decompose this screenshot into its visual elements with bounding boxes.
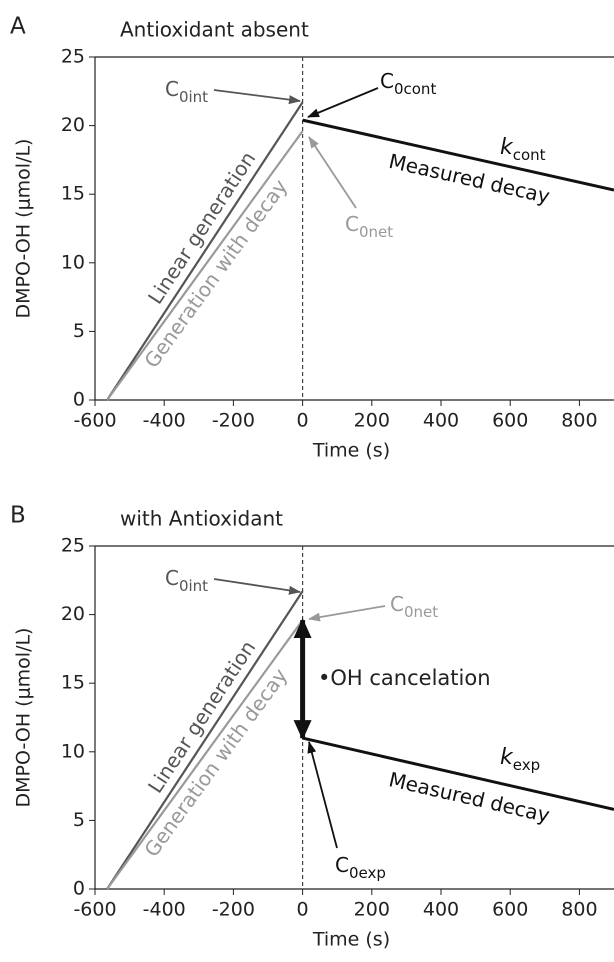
x-tick-label: 600 [492, 899, 528, 921]
x-tick-label: 0 [297, 410, 309, 432]
annotation-main: C [380, 69, 394, 93]
annotation-sub: exp [513, 756, 540, 774]
annotation-arrow [308, 136, 357, 209]
annotation-sub: 0net [404, 603, 438, 621]
y-tick-label: 10 [61, 740, 85, 762]
panel-label: A [10, 14, 26, 40]
x-tick-label: 600 [492, 410, 528, 432]
y-tick-label: 5 [73, 809, 85, 831]
annotation: C0cont [380, 69, 436, 98]
annotation-main: C [165, 77, 179, 101]
annotation: C0exp [335, 853, 386, 882]
annotation-sub: 0cont [394, 80, 436, 98]
annotation-sub: 0int [179, 577, 208, 595]
annotation-sub: 0exp [349, 864, 386, 882]
y-tick-label: 15 [61, 183, 85, 205]
series-line [106, 590, 304, 890]
y-tick-label: 20 [61, 603, 85, 625]
annotation: C0int [165, 566, 208, 595]
x-tick-label: 200 [354, 899, 390, 921]
y-tick-label: 20 [61, 114, 85, 136]
series-line [302, 736, 614, 811]
x-tick-label: -200 [212, 410, 255, 432]
x-tick-label: -600 [73, 899, 116, 921]
x-tick-label: -200 [212, 899, 255, 921]
x-tick-label: -600 [73, 410, 116, 432]
y-tick-label: 25 [61, 535, 85, 557]
y-axis-title: DMPO-OH (μmol/L) [13, 628, 35, 808]
annotation: C0int [165, 77, 208, 106]
x-tick-label: 400 [423, 899, 459, 921]
annotation-main: C [390, 592, 404, 616]
x-axis-title: Time (s) [312, 440, 390, 462]
annotation-sub: 0net [359, 223, 393, 241]
x-tick-label: 400 [423, 410, 459, 432]
annotation-arrow [307, 87, 379, 118]
annotation-main: C [345, 212, 359, 236]
x-tick-label: -400 [143, 899, 186, 921]
y-tick-label: 0 [73, 878, 85, 900]
annotation-sub: cont [513, 146, 546, 164]
annotation-arrow [308, 605, 386, 622]
annotation-arrow [213, 89, 301, 105]
annotation-arrow [307, 741, 338, 849]
panel-label: B [10, 503, 26, 529]
x-tick-label: 800 [561, 899, 597, 921]
annotation-main: C [165, 566, 179, 590]
series-line [302, 118, 614, 192]
cancelation-label: •OH cancelation [318, 666, 491, 690]
series-line [106, 101, 304, 401]
x-tick-label: 200 [354, 410, 390, 432]
annotation-main: k [500, 135, 514, 160]
y-tick-label: 25 [61, 46, 85, 68]
annotation: kcont [500, 135, 546, 164]
annotation: C0net [345, 212, 393, 241]
y-tick-label: 15 [61, 672, 85, 694]
annotation: kexp [500, 745, 540, 774]
y-axis-title: DMPO-OH (μmol/L) [13, 139, 35, 319]
series-line [106, 130, 304, 401]
x-tick-label: -400 [143, 410, 186, 432]
annotation-main: k [500, 745, 514, 770]
chart-title: Antioxidant absent [120, 18, 309, 42]
y-tick-label: 5 [73, 320, 85, 342]
series-line [106, 619, 304, 890]
x-axis-title: Time (s) [312, 929, 390, 951]
annotation-sub: 0int [179, 88, 208, 106]
x-tick-label: 0 [297, 899, 309, 921]
annotation-arrow [213, 578, 301, 595]
y-tick-label: 0 [73, 389, 85, 411]
annotation: C0net [390, 592, 438, 621]
chart-title: with Antioxidant [120, 507, 283, 531]
y-tick-label: 10 [61, 251, 85, 273]
x-tick-label: 800 [561, 410, 597, 432]
annotation-main: C [335, 853, 349, 877]
